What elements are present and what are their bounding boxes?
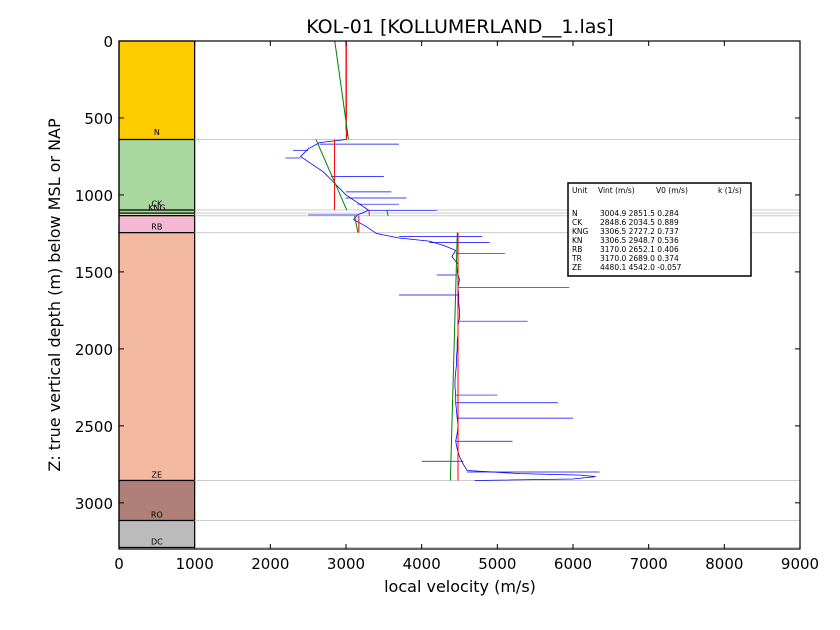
legend-row-values: 3306.5 2727.2 0.737 <box>600 227 679 236</box>
legend-row: KN <box>572 236 583 245</box>
v0k-model-ze <box>449 232 458 481</box>
x-tick-label: 9000 <box>781 555 819 573</box>
v0k-model-rb <box>354 215 359 233</box>
y-tick-label: 1000 <box>75 187 113 205</box>
unit-label-kng: KNG <box>148 203 165 212</box>
x-tick-label: 6000 <box>554 555 592 573</box>
series-area <box>285 40 600 481</box>
y-tick-label: 500 <box>84 110 113 128</box>
legend-header-cell: Unit <box>572 186 587 195</box>
unit-label-ze: ZE <box>152 470 163 479</box>
v0k-model-kn <box>386 212 389 216</box>
x-tick-label: 2000 <box>251 555 289 573</box>
legend-row-values: 4480.1 4542.0 -0.057 <box>600 263 682 272</box>
x-tick-label: 3000 <box>327 555 365 573</box>
unit-label-dc: DC <box>151 537 163 546</box>
v0k-model-ck <box>315 139 348 211</box>
unit-label-ck: CK <box>151 199 163 208</box>
x-tick-label: 7000 <box>630 555 668 573</box>
y-tick-label: 2000 <box>75 341 113 359</box>
legend-header-cell: V0 (m/s) <box>656 186 688 195</box>
y-tick-label: 0 <box>103 33 113 51</box>
legend-row-values: 2848.6 2034.5 0.889 <box>600 218 679 227</box>
legend-row: TR <box>571 254 582 263</box>
v0k-model-kng <box>386 209 389 214</box>
x-tick-label: 4000 <box>403 555 441 573</box>
unit-label-n: N <box>154 128 160 137</box>
x-tick-label: 8000 <box>705 555 743 573</box>
x-tick-label: 1000 <box>176 555 214 573</box>
unit-label-rb: RB <box>151 223 162 232</box>
y-tick-label: 1500 <box>75 264 113 282</box>
legend-row: KNG <box>572 227 589 236</box>
legend-row-values: 3004.9 2851.5 0.284 <box>600 209 679 218</box>
legend-row-values: 3306.5 2948.7 0.536 <box>600 236 679 245</box>
velocity-log-series <box>299 41 596 481</box>
axis-ticks: 0 1000 2000 3000 4000 5000 6000 7000 8000 9000 0 50… <box>75 33 819 573</box>
x-tick-label: 0 <box>114 555 124 573</box>
x-axis-label: local velocity (m/s) <box>384 577 536 596</box>
plot-frame <box>118 40 801 550</box>
y-axis-label: Z: true vertical depth (m) below MSL or … <box>45 118 64 472</box>
legend-row-values: 3170.0 2689.0 0.374 <box>600 254 679 263</box>
legend-header-cell: Vint (m/s) <box>598 186 635 195</box>
y-tick-label: 3000 <box>75 495 113 513</box>
unit-label-ro: RO <box>151 510 163 519</box>
legend-row-values: 3170.0 2652.1 0.406 <box>600 245 679 254</box>
unit-ze <box>118 232 196 482</box>
legend-row: ZE <box>572 263 582 272</box>
legend: Unit Vint (m/s) V0 (m/s) k (1/s) N 3004.9 285… <box>567 182 752 277</box>
legend-box <box>567 182 752 277</box>
v0k-model-n <box>334 40 350 140</box>
legend-row: N <box>572 209 578 218</box>
legend-header-cell: k (1/s) <box>718 186 742 195</box>
unit-n <box>118 40 196 141</box>
legend-row: RB <box>572 245 582 254</box>
unit-ck <box>118 138 196 211</box>
chart-title: KOL-01 [KOLLUMERLAND__1.las] <box>306 16 613 38</box>
x-tick-label: 5000 <box>478 555 516 573</box>
legend-row: CK <box>572 218 583 227</box>
y-tick-label: 2500 <box>75 418 113 436</box>
